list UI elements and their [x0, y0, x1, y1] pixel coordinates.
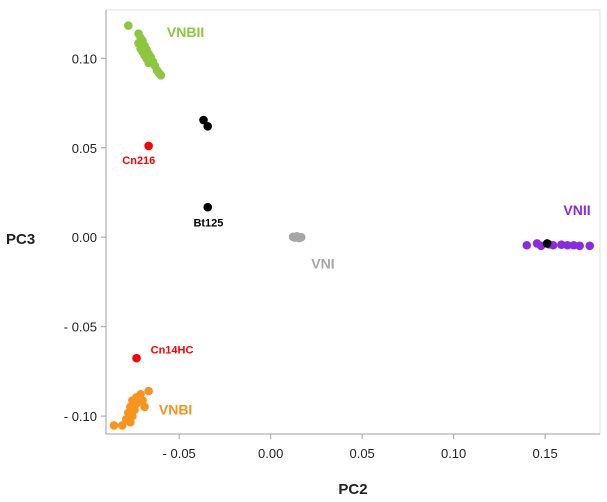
sample-label: Cn216: [122, 155, 155, 167]
y-tick-label: 0.10: [72, 51, 97, 66]
plot-frame: [105, 9, 601, 435]
data-points: [109, 21, 595, 430]
data-point: [132, 353, 141, 363]
data-point: [203, 121, 213, 131]
data-point: [296, 232, 306, 242]
data-point: [156, 70, 166, 80]
x-axis-ticks: - 0.05 0.00 0.05 0.10 0.15: [163, 434, 558, 461]
y-tick-label: - 0.05: [64, 320, 97, 335]
y-axis-ticks: 0.10 0.05 0.00 - 0.05 - 0.10: [64, 51, 106, 424]
data-point: [126, 417, 135, 427]
point-labels: VNBII VNI VNII VNBI Cn216 Bt125 Cn14HC: [122, 24, 590, 417]
cluster-label: VNII: [563, 202, 590, 218]
x-tick-label: 0.15: [532, 446, 557, 461]
y-axis-title: PC3: [6, 231, 35, 248]
x-tick-label: 0.05: [349, 446, 374, 461]
data-point: [140, 402, 149, 412]
x-tick-label: 0.10: [441, 446, 466, 461]
x-axis-title: PC2: [338, 481, 367, 498]
data-point: [144, 141, 153, 151]
y-tick-label: - 0.10: [64, 409, 97, 424]
cluster-label: VNBI: [159, 401, 192, 417]
cluster-label: VNI: [311, 256, 334, 272]
data-point: [124, 21, 133, 30]
sample-label: Cn14HC: [151, 344, 194, 356]
y-tick-label: 0.00: [72, 230, 97, 245]
data-point: [199, 115, 208, 125]
data-point: [203, 202, 213, 212]
data-point: [290, 233, 300, 242]
y-tick-label: 0.05: [72, 141, 97, 156]
data-point: [575, 241, 584, 251]
data-point: [117, 421, 127, 430]
data-point: [522, 240, 532, 250]
sample-label: Bt125: [193, 217, 223, 229]
data-point: [109, 421, 119, 430]
x-tick-label: 0.00: [258, 446, 283, 461]
data-point: [585, 241, 595, 251]
x-tick-label: - 0.05: [163, 446, 196, 461]
data-point: [563, 240, 572, 250]
data-point: [144, 386, 153, 396]
cluster-label: VNBII: [167, 24, 204, 40]
data-point: [542, 239, 552, 248]
